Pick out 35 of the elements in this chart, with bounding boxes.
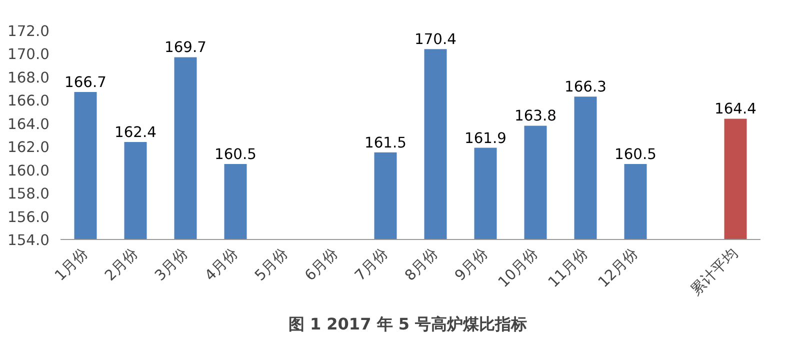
y-tick-label: 170.0 xyxy=(8,46,50,64)
data-label: 161.9 xyxy=(464,130,506,147)
x-tick-label: 9月份 xyxy=(452,244,492,284)
data-label: 161.5 xyxy=(364,134,406,152)
x-tick-label: 1月份 xyxy=(52,244,92,284)
x-tick-label: 10月份 xyxy=(495,244,542,291)
text: 图 1 2017 年 5 号高炉煤比指标 xyxy=(288,314,528,334)
data-label: 166.3 xyxy=(564,78,606,96)
y-tick-label: 160.0 xyxy=(8,162,50,180)
x-tick-label: 7月份 xyxy=(352,244,392,284)
x-tick-label: 11月份 xyxy=(545,244,592,291)
x-tick-label: 累计平均 xyxy=(687,244,742,299)
x-tick-label: 3月份 xyxy=(152,244,192,284)
y-tick-label: 154.0 xyxy=(8,232,50,249)
y-tick-label: 166.0 xyxy=(8,92,50,110)
data-label: 170.4 xyxy=(414,31,456,48)
x-tick-label: 8月份 xyxy=(402,244,442,284)
x-tick-label: 2月份 xyxy=(102,244,142,284)
y-tick-label: 172.0 xyxy=(8,23,50,40)
y-tick-label: 156.0 xyxy=(8,208,50,226)
data-label: 163.8 xyxy=(514,108,556,125)
y-tick-label: 164.0 xyxy=(8,116,50,133)
x-tick-label: 4月份 xyxy=(202,244,242,284)
data-label: 164.4 xyxy=(714,100,756,118)
data-label: 169.7 xyxy=(164,39,206,56)
x-tick-label: 12月份 xyxy=(595,244,642,291)
data-label: 166.7 xyxy=(64,74,106,92)
y-tick-label: 158.0 xyxy=(8,186,50,203)
x-tick-label: 5月份 xyxy=(252,244,292,284)
y-tick-label: 162.0 xyxy=(8,139,50,156)
data-label: 160.5 xyxy=(614,146,656,164)
data-label: 162.4 xyxy=(114,124,156,141)
x-tick-label: 6月份 xyxy=(302,244,342,284)
data-label: 160.5 xyxy=(214,146,256,164)
y-tick-label: 168.0 xyxy=(8,69,50,86)
